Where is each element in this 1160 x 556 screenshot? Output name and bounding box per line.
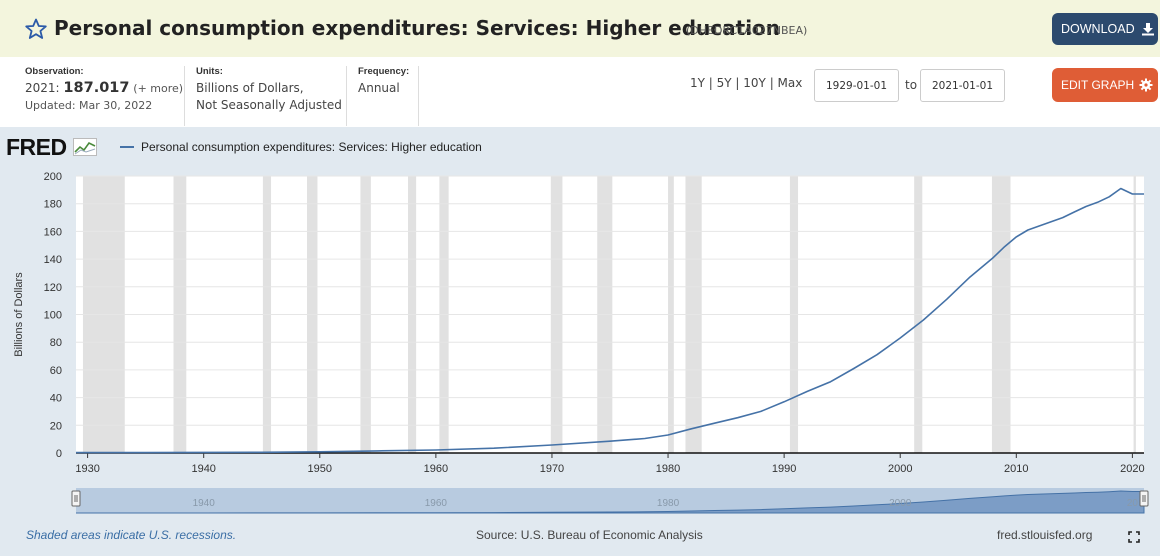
observation-more-link[interactable]: (+ more) [133,82,184,95]
download-button[interactable]: DOWNLOAD [1052,13,1158,45]
navigator-tick-label: 2000 [889,498,912,509]
end-date-input[interactable]: 2021-01-01 [920,69,1005,102]
updated-date: Updated: Mar 30, 2022 [25,99,153,112]
legend-label: Personal consumption expenditures: Servi… [141,140,482,154]
y-tick-label: 0 [56,448,62,460]
divider [418,66,419,126]
fred-logo[interactable]: FRED [6,134,97,161]
star-icon[interactable] [24,17,48,41]
units-line2: Not Seasonally Adjusted [196,98,342,112]
y-axis-label: Billions of Dollars [13,272,25,357]
legend-swatch [120,146,134,148]
frequency-value: Annual [358,81,400,95]
range-links[interactable]: 1Y | 5Y | 10Y | Max [690,76,803,90]
y-tick-label: 40 [50,393,62,405]
x-tick-label: 1930 [75,463,99,475]
navigator-tick-label: 1960 [425,498,448,509]
edit-graph-button[interactable]: EDIT GRAPH [1052,68,1158,102]
x-tick-label: 1970 [540,463,564,475]
x-tick-label: 2020 [1120,463,1144,475]
navigator-tick-label: 20 [1127,498,1139,509]
y-tick-label: 180 [44,199,62,211]
navigator-handle[interactable] [1139,490,1149,507]
start-date-input[interactable]: 1929-01-01 [814,69,899,102]
fullscreen-icon[interactable] [1128,531,1140,543]
observation-value: 187.017 [63,80,130,96]
y-tick-label: 200 [44,171,62,183]
x-tick-label: 2000 [888,463,912,475]
page-title: Personal consumption expenditures: Servi… [54,16,781,40]
series-id: (DHEDRC1A027NBEA) [686,24,808,37]
y-tick-label: 60 [50,365,62,377]
x-tick-label: 2010 [1004,463,1028,475]
divider [346,66,347,126]
info-row: Observation: 2021: 187.017 (+ more) Upda… [0,57,1160,127]
gear-icon [1139,78,1153,92]
chart-legend: Personal consumption expenditures: Servi… [120,140,482,154]
site-link[interactable]: fred.stlouisfed.org [997,528,1093,542]
edit-graph-label: EDIT GRAPH [1061,78,1135,92]
source-note: Source: U.S. Bureau of Economic Analysis [476,528,703,542]
units-value: Billions of Dollars, Not Seasonally Adju… [196,80,342,114]
navigator-tick-label: 1940 [193,498,216,509]
download-label: DOWNLOAD [1061,22,1135,36]
x-tick-label: 1950 [308,463,332,475]
navigator-handle[interactable] [71,490,81,507]
title-bar: Personal consumption expenditures: Servi… [0,0,1160,57]
frequency-label: Frequency: [358,66,410,77]
recession-note[interactable]: Shaded areas indicate U.S. recessions. [26,528,237,542]
y-tick-label: 120 [44,282,62,294]
x-tick-label: 1940 [191,463,215,475]
x-tick-label: 1990 [772,463,796,475]
units-line1: Billions of Dollars, [196,81,304,95]
chart-logo-icon [72,138,97,156]
y-tick-label: 140 [44,254,62,266]
download-icon [1141,23,1154,36]
line-chart[interactable]: 0 20 40 60 80 100 120 140 160 180 200 1930 1940 1950 1… [0,127,1160,527]
navigator-tick-label: 1980 [657,498,680,509]
navigator-series [76,490,1145,514]
chart-area: FRED Personal consumption expenditures: … [0,127,1160,556]
frequency-block: Frequency: Annual [358,66,409,97]
x-tick-label: 1960 [424,463,448,475]
divider [184,66,185,126]
observation-block: Observation: 2021: 187.017 (+ more) Upda… [25,66,183,112]
units-label: Units: [196,66,223,77]
to-label: to [905,78,918,92]
units-block: Units: Billions of Dollars, Not Seasonal… [196,66,342,114]
y-tick-label: 80 [50,337,62,349]
observation-label: Observation: [25,66,84,77]
series-line[interactable] [76,187,1144,454]
y-tick-label: 20 [50,420,62,432]
observation-line: 2021: 187.017 (+ more) [25,80,183,97]
fred-logo-text: FRED [6,134,67,160]
y-tick-label: 160 [44,226,62,238]
y-tick-label: 100 [44,310,62,322]
observation-year: 2021: [25,81,60,95]
x-tick-label: 1980 [656,463,680,475]
